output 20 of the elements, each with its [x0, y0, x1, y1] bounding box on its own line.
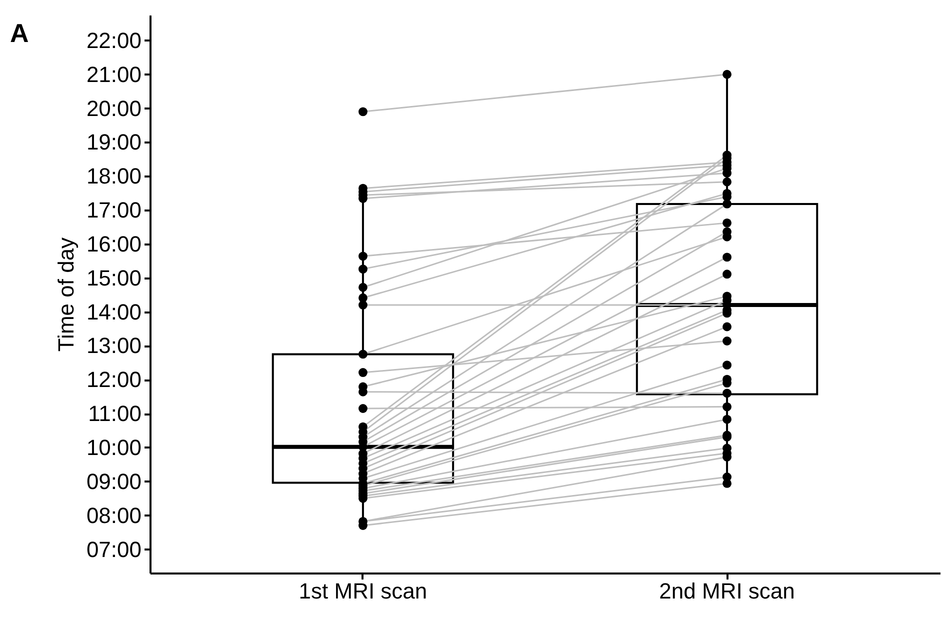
x-tick-label: 2nd MRI scan	[659, 578, 795, 604]
x-tick-label: 1st MRI scan	[298, 578, 428, 604]
text: A	[10, 18, 29, 49]
y-tick-label: 15:00	[86, 265, 142, 290]
y-tick-label: 14:00	[86, 299, 142, 324]
y-tick-label: 18:00	[86, 164, 142, 189]
y-tick-label: 22:00	[86, 28, 142, 53]
y-tick-label: 21:00	[86, 62, 142, 87]
y-tick-label: 08:00	[86, 502, 142, 528]
y-tick-label: 19:00	[86, 130, 142, 155]
y-tick-label: 11:00	[88, 401, 142, 426]
y-tick-label: 17:00	[86, 198, 142, 223]
y-axis-title: Time of day	[53, 237, 78, 352]
y-tick-label: 16:00	[86, 231, 142, 256]
y-tick-label: 20:00	[86, 96, 142, 121]
y-tick-label: 12:00	[86, 367, 142, 392]
y-tick-label: 10:00	[86, 434, 142, 460]
y-tick-label: 13:00	[86, 333, 142, 358]
y-tick-label: 07:00	[86, 536, 142, 562]
y-tick-label: 09:00	[86, 468, 142, 494]
